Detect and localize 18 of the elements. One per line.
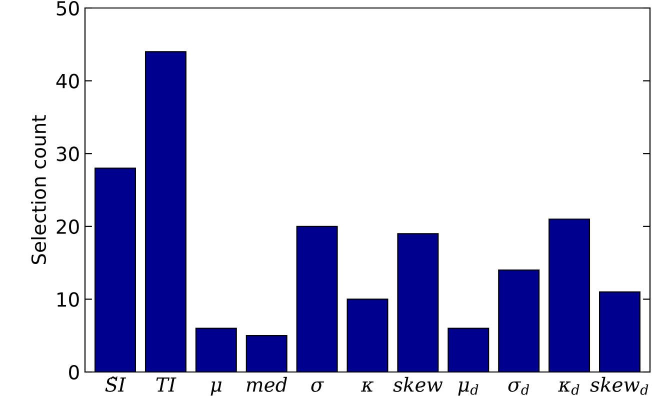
x-tick-label: skew xyxy=(393,376,443,392)
x-tick-label: κ xyxy=(360,382,374,392)
x-tick-label: TI xyxy=(156,377,176,392)
x-tick-label: S̃I xyxy=(105,376,126,392)
x-tick-label: μ$_{d}$ xyxy=(458,381,478,396)
y-tick-label: 0 xyxy=(69,364,79,380)
y-tick-label: 30 xyxy=(56,146,79,162)
y-tick-label: 50 xyxy=(56,0,79,16)
x-tick-label: σ$_{d}$ xyxy=(508,382,530,395)
x-tick-label: med xyxy=(246,376,288,392)
x-tick-label: μ xyxy=(210,382,222,396)
y-tick-label: 20 xyxy=(56,219,79,234)
y-axis-title: Selection count xyxy=(31,115,46,264)
x-tick-label: skew$_{d}$ xyxy=(590,376,648,395)
x-tick-label: σ xyxy=(311,382,324,392)
y-tick-label: 10 xyxy=(58,292,79,307)
x-tick-label: κ$_{d}$ xyxy=(558,382,580,395)
y-tick-label: 40 xyxy=(56,74,79,88)
